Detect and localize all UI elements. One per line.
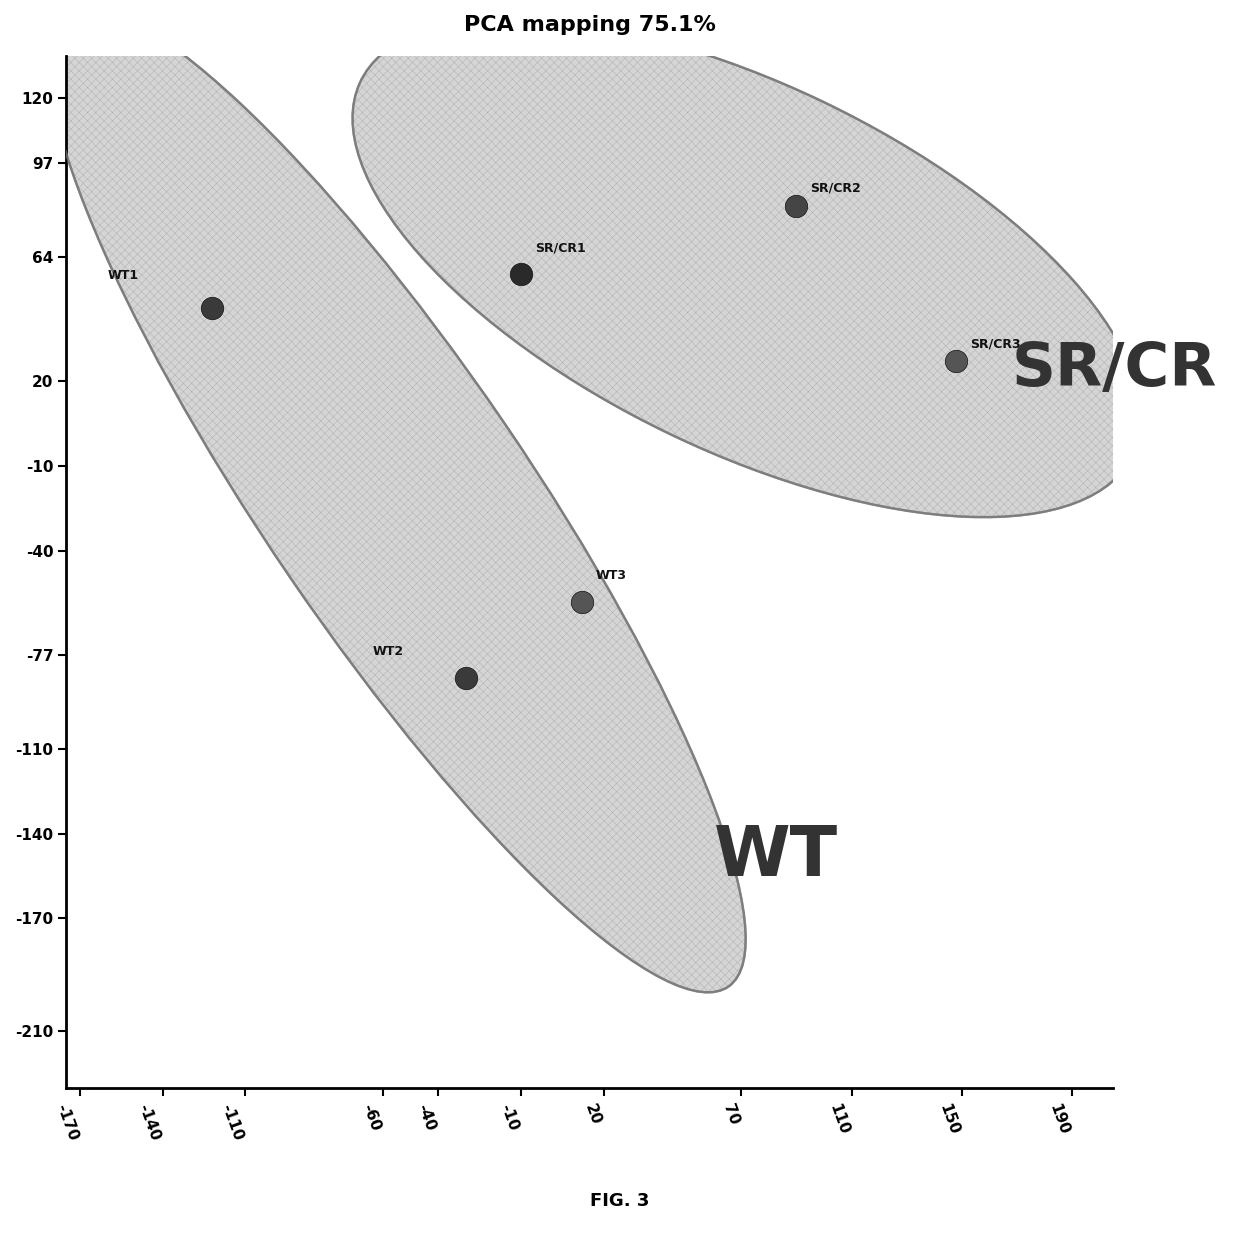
Point: [511, 264, 531, 284]
Ellipse shape: [352, 19, 1141, 517]
Text: SR/CR: SR/CR: [1012, 340, 1216, 400]
Point: [786, 195, 806, 215]
Point: [946, 351, 966, 371]
Point: [202, 298, 222, 317]
Point: [572, 591, 591, 611]
Title: PCA mapping 75.1%: PCA mapping 75.1%: [464, 15, 715, 35]
Text: SR/CR3: SR/CR3: [970, 337, 1021, 350]
Point: [456, 669, 476, 688]
Ellipse shape: [48, 7, 745, 992]
Text: SR/CR1: SR/CR1: [534, 242, 585, 254]
Text: SR/CR2: SR/CR2: [810, 182, 861, 194]
Text: WT: WT: [714, 823, 838, 890]
Text: WT2: WT2: [372, 645, 403, 659]
Text: FIG. 3: FIG. 3: [590, 1193, 650, 1210]
Text: WT1: WT1: [108, 269, 139, 283]
Text: WT3: WT3: [595, 569, 626, 583]
